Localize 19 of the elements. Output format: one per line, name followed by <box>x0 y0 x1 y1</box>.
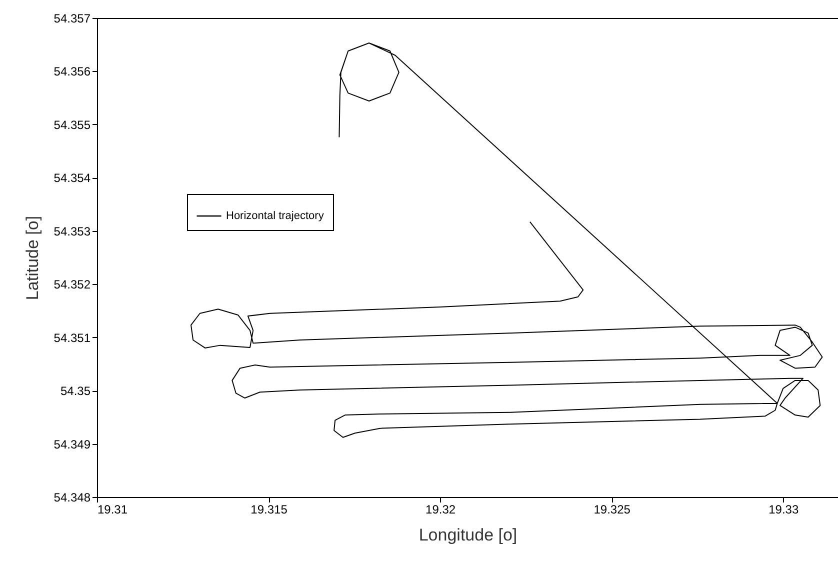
y-tick-label: 54.351 <box>54 330 91 345</box>
y-tick-label: 54.353 <box>54 224 91 238</box>
legend-label: Horizontal trajectory <box>226 210 324 222</box>
y-tick-label: 54.352 <box>54 278 91 292</box>
y-tick-label: 54.355 <box>54 118 91 132</box>
y-tick-label: 54.357 <box>54 12 91 26</box>
x-tick-label: 19.31 <box>98 502 128 516</box>
y-tick-label: 54.356 <box>54 64 91 79</box>
x-tick-label: 19.32 <box>426 502 456 516</box>
y-tick-label: 54.35 <box>60 384 91 398</box>
x-axis-title: Longitude [o] <box>418 526 518 544</box>
y-tick-label: 54.348 <box>54 490 91 504</box>
x-tick-label: 19.315 <box>250 502 288 516</box>
y-tick-label: 54.349 <box>54 437 91 452</box>
y-tick-label: 54.354 <box>54 171 91 186</box>
y-axis-title: Latitude [o] <box>22 216 42 300</box>
x-tick-label: 19.33 <box>768 502 799 516</box>
line-series <box>190 42 823 438</box>
x-tick-label: 19.325 <box>594 502 631 516</box>
